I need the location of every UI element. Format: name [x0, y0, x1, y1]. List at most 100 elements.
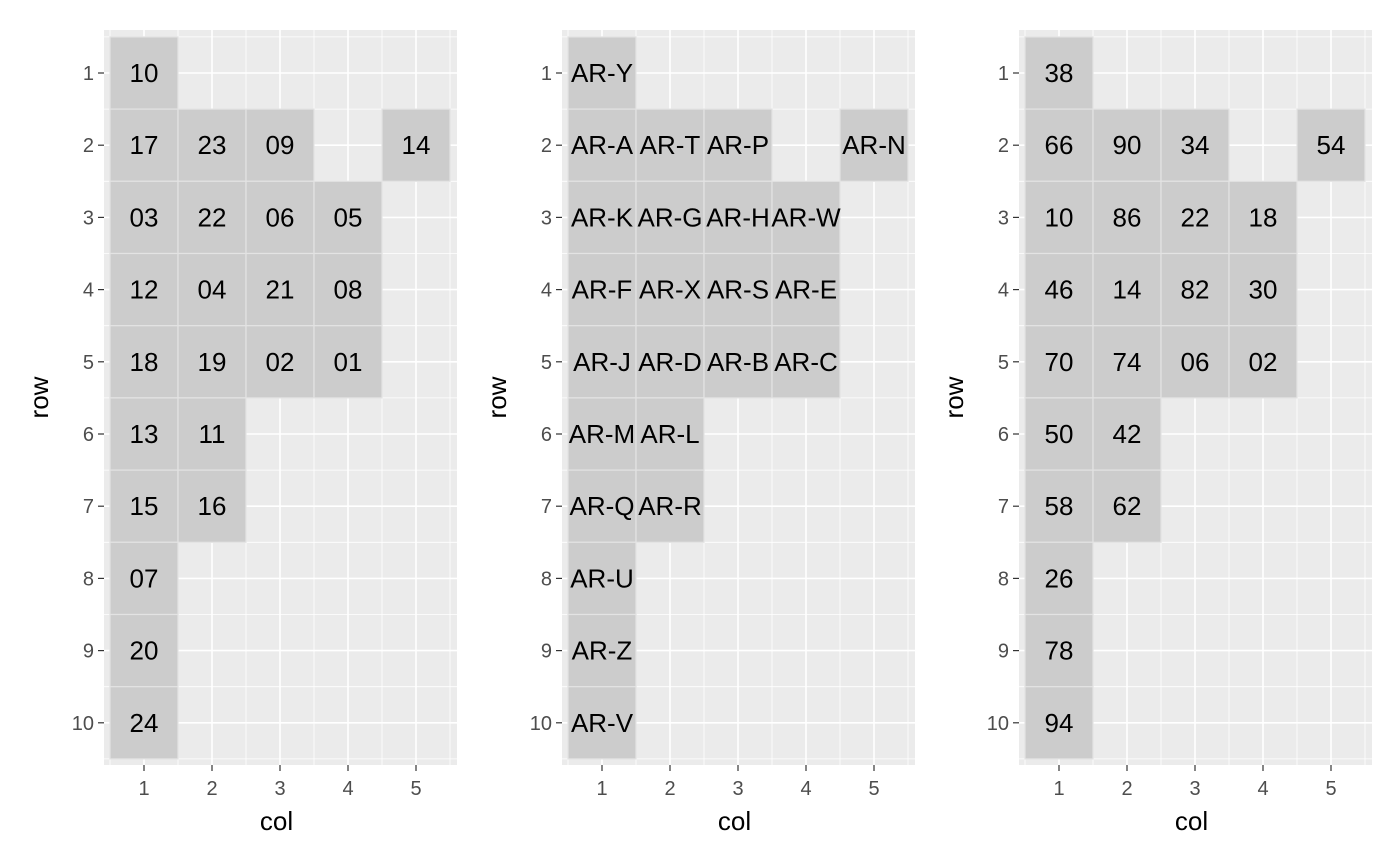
tile	[109, 686, 179, 760]
tile	[1092, 325, 1162, 399]
tile	[109, 541, 179, 616]
tile	[1024, 469, 1094, 543]
tile-label: 16	[198, 491, 227, 521]
x-axis-title: col	[718, 806, 751, 836]
tile	[1160, 252, 1230, 327]
tile-label: 30	[1249, 275, 1278, 305]
tile-label: 17	[130, 130, 159, 160]
tile	[771, 180, 841, 255]
y-tick-label: 5	[541, 352, 552, 374]
tile	[1024, 397, 1094, 471]
y-tick-label: 6	[83, 424, 94, 446]
tile-label: 23	[198, 130, 227, 160]
tile	[1092, 252, 1162, 327]
tile-label: 06	[266, 202, 295, 232]
x-tick-label: 5	[868, 778, 879, 800]
tile	[1160, 108, 1230, 182]
tile	[1024, 108, 1094, 182]
tile	[1160, 180, 1230, 255]
tile-label: AR-A	[571, 130, 634, 160]
x-tick-label: 2	[206, 778, 217, 800]
tile-label: 02	[266, 347, 295, 377]
y-tick-label: 10	[72, 713, 94, 735]
tile	[109, 613, 179, 688]
tile-label: 13	[130, 419, 159, 449]
tile-label: 26	[1045, 563, 1074, 593]
tile	[313, 252, 383, 327]
tile-label: AR-T	[640, 130, 701, 160]
y-tick-label: 10	[987, 713, 1009, 735]
tile	[177, 397, 247, 471]
tile	[109, 397, 179, 471]
y-tick-label: 9	[998, 641, 1009, 663]
x-tick-label: 1	[1053, 778, 1064, 800]
tile	[177, 469, 247, 543]
tile	[635, 180, 705, 255]
tile	[313, 325, 383, 399]
chart-panel-2: AR-Y AR-A AR-T AR-P AR-N AR-K AR-G AR-H AR-W AR-F…	[482, 30, 915, 836]
tile-label: 82	[1181, 275, 1210, 305]
y-tick-label: 1	[998, 63, 1009, 85]
tile	[381, 108, 451, 182]
tile-label: 46	[1045, 275, 1074, 305]
tile-label: AR-Z	[572, 636, 633, 666]
y-tick-label: 7	[83, 496, 94, 518]
y-tick-label: 1	[541, 63, 552, 85]
y-axis-title: row	[24, 376, 54, 418]
x-tick-label: 3	[274, 778, 285, 800]
tile-label: 62	[1113, 491, 1142, 521]
y-tick-label: 10	[530, 713, 552, 735]
tile-label: 11	[199, 419, 226, 449]
tile	[1024, 252, 1094, 327]
tile	[245, 252, 315, 327]
x-axis-title: col	[260, 806, 293, 836]
tile-label: AR-Y	[571, 58, 633, 88]
tile-label: AR-H	[706, 202, 770, 232]
tile-label: 09	[266, 130, 295, 160]
x-tick-label: 1	[138, 778, 149, 800]
y-tick-label: 2	[998, 135, 1009, 157]
tile-label: 07	[130, 563, 159, 593]
y-tick-label: 3	[998, 207, 1009, 229]
tile-label: 10	[130, 58, 159, 88]
x-tick-label: 5	[410, 778, 421, 800]
tile	[1024, 36, 1094, 110]
tile	[245, 325, 315, 399]
y-tick-label: 1	[83, 63, 94, 85]
tile-label: 58	[1045, 491, 1074, 521]
tile	[1024, 180, 1094, 255]
tile-label: 70	[1045, 347, 1074, 377]
tile-label: AR-D	[638, 347, 702, 377]
x-tick-label: 4	[1257, 778, 1268, 800]
y-axis-title: row	[482, 376, 512, 418]
tile-label: 74	[1113, 347, 1142, 377]
tile-label: 78	[1045, 636, 1074, 666]
tile-label: 20	[130, 636, 159, 666]
y-tick-label: 7	[998, 496, 1009, 518]
tile-label: 06	[1181, 347, 1210, 377]
tile	[109, 469, 179, 543]
tile-label: AR-J	[573, 347, 631, 377]
tile	[635, 252, 705, 327]
tile-label: AR-R	[638, 491, 702, 521]
tile	[1092, 469, 1162, 543]
x-tick-label: 3	[1189, 778, 1200, 800]
y-tick-label: 9	[541, 641, 552, 663]
tile	[635, 397, 705, 471]
tile	[567, 252, 637, 327]
y-tick-label: 2	[541, 135, 552, 157]
y-tick-label: 2	[83, 135, 94, 157]
tile-label: 22	[1181, 202, 1210, 232]
y-tick-label: 9	[83, 641, 94, 663]
tile-label: 14	[1113, 275, 1142, 305]
tile	[703, 252, 773, 327]
tile-label: 01	[334, 347, 363, 377]
tile	[177, 108, 247, 182]
tile-label: AR-Q	[570, 491, 635, 521]
tile-label: AR-G	[638, 202, 703, 232]
tile-label: 14	[402, 130, 431, 160]
tile-label: 18	[1249, 202, 1278, 232]
tile	[109, 36, 179, 110]
y-tick-label: 4	[83, 280, 94, 302]
